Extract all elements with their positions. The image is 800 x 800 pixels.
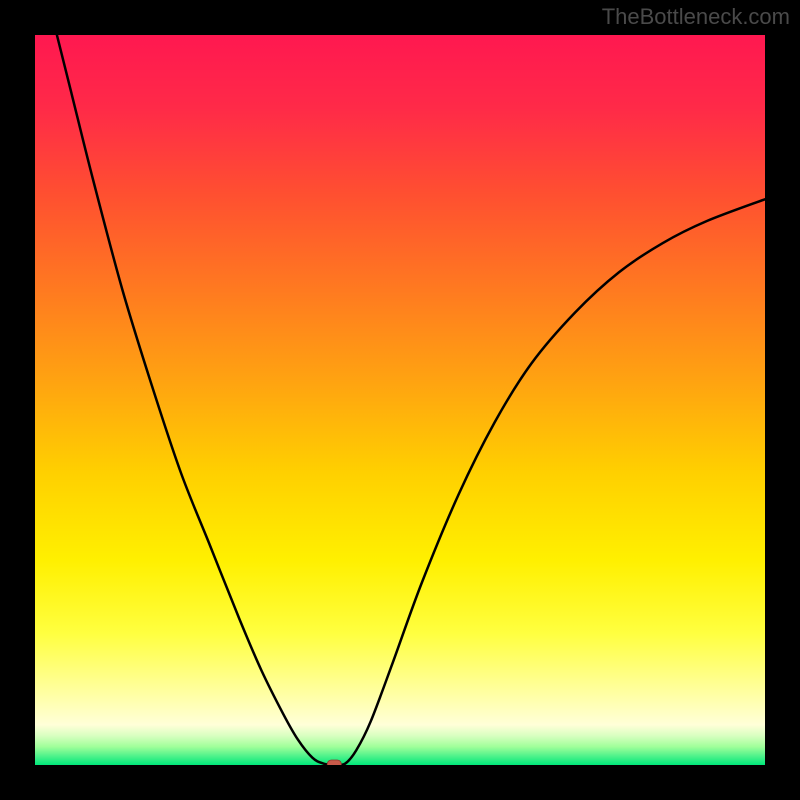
plot-svg	[35, 35, 765, 765]
bottleneck-chart: TheBottleneck.com	[0, 0, 800, 800]
gradient-background	[35, 35, 765, 765]
bottleneck-curve	[57, 35, 765, 765]
minimum-marker	[327, 760, 341, 765]
plot-area	[35, 35, 765, 765]
watermark-text: TheBottleneck.com	[602, 4, 790, 30]
